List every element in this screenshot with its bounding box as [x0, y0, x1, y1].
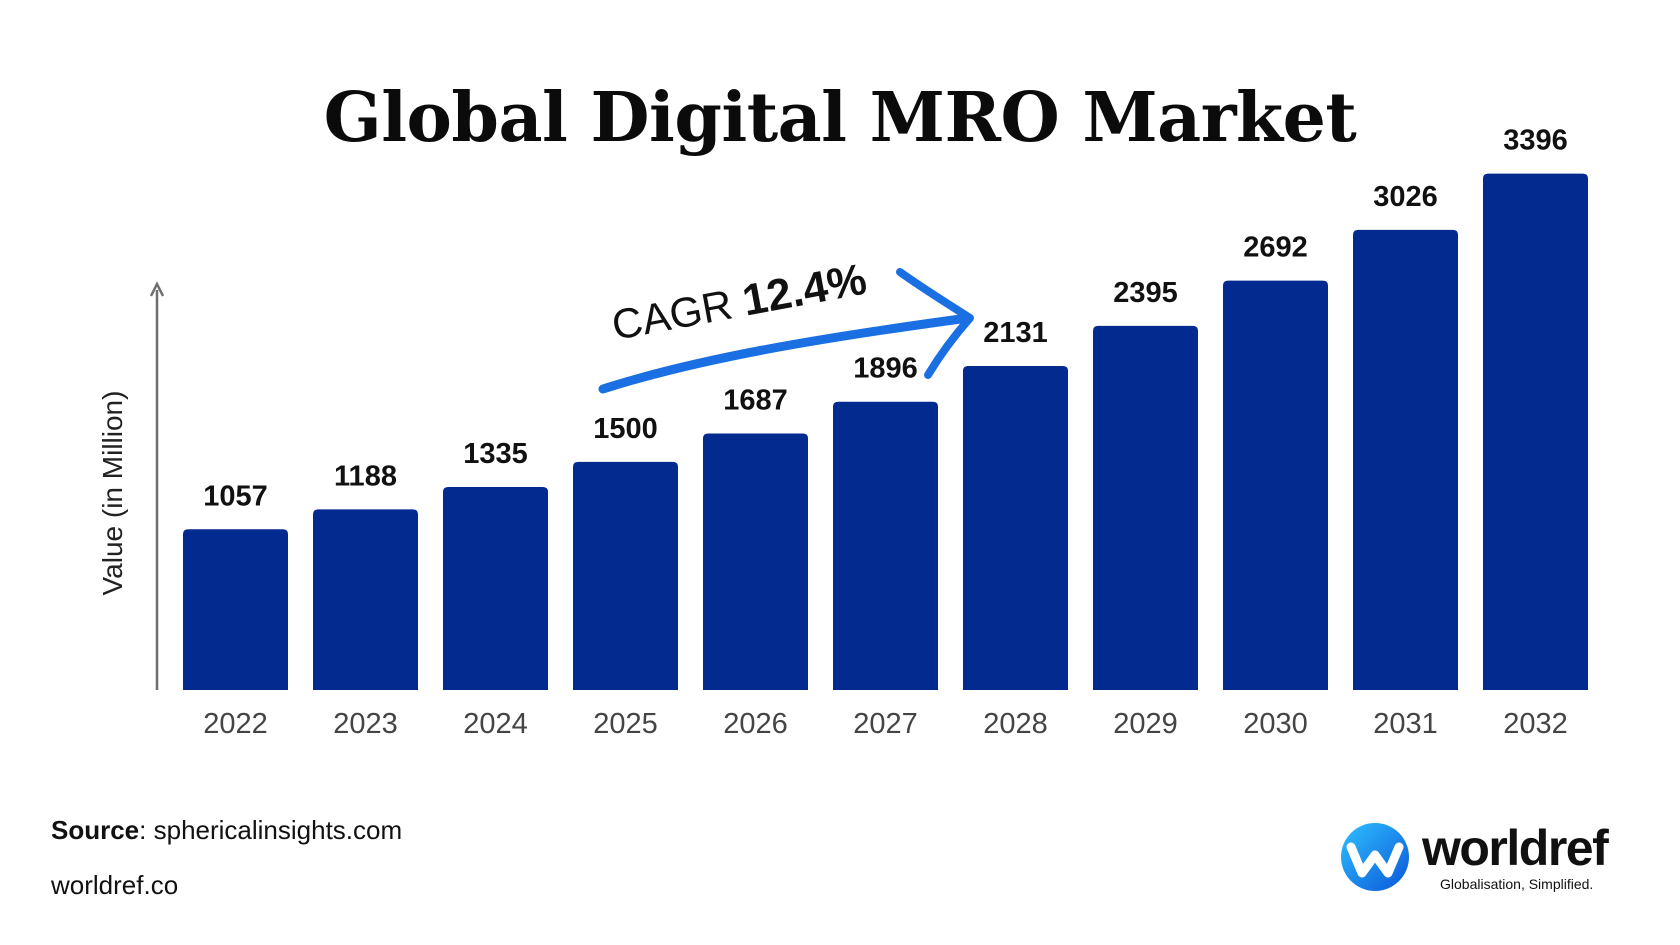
x-tick-label-2024: 2024 [463, 708, 528, 740]
bar-2023 [313, 509, 418, 690]
source-text: : sphericalinsights.com [139, 815, 403, 845]
x-tick-label-2022: 2022 [203, 708, 268, 740]
data-label-2023: 1188 [334, 460, 397, 492]
bar-2031 [1353, 229, 1458, 690]
data-label-2026: 1687 [723, 384, 788, 416]
data-label-2029: 2395 [1113, 277, 1178, 309]
cagr-arrow-head [896, 268, 974, 379]
x-tick-label-2028: 2028 [983, 708, 1048, 740]
data-label-2030: 2692 [1243, 232, 1308, 264]
bar-2028 [963, 365, 1068, 690]
bar-2027 [833, 401, 938, 690]
bar-2022 [183, 529, 288, 690]
logo-wordmark: worldref [1422, 820, 1609, 876]
x-tick-label-2029: 2029 [1113, 708, 1178, 740]
data-label-2024: 1335 [463, 438, 528, 470]
bar-2030 [1223, 280, 1328, 690]
x-tick-label-2032: 2032 [1503, 708, 1568, 740]
cagr-value: 12.4% [739, 255, 871, 326]
bar-2026 [703, 433, 808, 690]
y-axis-label: Value (in Million) [97, 391, 128, 596]
x-tick-label-2031: 2031 [1373, 708, 1438, 740]
source-label: Source [51, 815, 140, 845]
worldref-logo-icon [1341, 823, 1409, 891]
cagr-prefix: CAGR [608, 281, 736, 349]
data-label-2032: 3396 [1503, 125, 1568, 157]
cagr-arrow-shaft [598, 313, 973, 394]
data-label-2025: 1500 [593, 413, 658, 445]
worldref-logo: worldref Globalisation, Simplified. [1340, 820, 1630, 900]
data-label-2022: 1057 [203, 480, 268, 512]
website-text[interactable]: worldref.co [51, 870, 179, 900]
x-tick-label-2025: 2025 [593, 708, 658, 740]
bar-2025 [573, 461, 678, 690]
bar-2029 [1093, 325, 1198, 690]
data-label-2027: 1896 [853, 353, 918, 385]
x-tick-label-2027: 2027 [853, 708, 918, 740]
bar-2024 [443, 487, 548, 690]
x-tick-label-2026: 2026 [723, 708, 788, 740]
bar-2032 [1483, 173, 1588, 691]
data-label-2028: 2131 [983, 317, 1048, 349]
logo-tagline: Globalisation, Simplified. [1440, 876, 1594, 892]
y-axis-arrowhead [149, 281, 165, 297]
x-tick-label-2023: 2023 [333, 708, 398, 740]
x-tick-label-2030: 2030 [1243, 708, 1308, 740]
chart-title: Global Digital MRO Market [323, 78, 1357, 158]
data-label-2031: 3026 [1373, 181, 1438, 213]
source-line: Source: sphericalinsights.com [51, 815, 402, 846]
